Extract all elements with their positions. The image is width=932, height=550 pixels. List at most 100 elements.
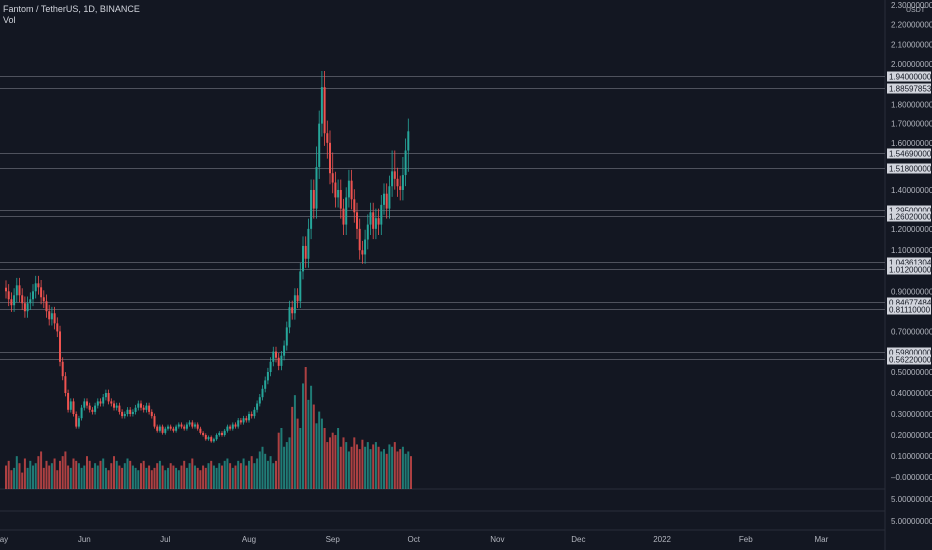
volume-bar <box>285 442 288 489</box>
candle-body <box>331 173 334 183</box>
candle-body <box>212 439 215 442</box>
volume-bar <box>94 463 97 489</box>
volume-bar <box>26 467 29 489</box>
price-tick-label: 1.70000000 <box>891 120 932 129</box>
candle-body <box>366 224 369 240</box>
candle-body <box>293 295 296 314</box>
level-badge-label: 1.51800000 <box>889 165 932 174</box>
volume-bar <box>61 456 64 489</box>
level-badge-label: 0.56220000 <box>889 356 932 365</box>
candle-body <box>7 291 10 300</box>
candle-body <box>296 295 299 302</box>
candle-body <box>385 193 388 209</box>
volume-bar <box>242 458 245 489</box>
volume-bar <box>272 463 275 489</box>
candle-body <box>318 123 321 167</box>
volume-bar <box>185 467 188 489</box>
candle-body <box>226 426 229 431</box>
time-axis-label: Feb <box>739 535 753 544</box>
volume-bar <box>399 449 402 489</box>
volume-bar <box>288 437 291 489</box>
candle-body <box>272 351 275 362</box>
volume-bar <box>150 470 153 489</box>
candle-body <box>369 212 372 225</box>
price-tick-label: 1.20000000 <box>891 225 932 234</box>
candle-body <box>161 426 164 433</box>
volume-bar <box>226 458 229 489</box>
price-tick-label: 0.10000000 <box>891 452 932 461</box>
candle-body <box>237 420 240 427</box>
volume-bar <box>194 465 196 489</box>
volume-bar <box>237 460 240 489</box>
volume-tick-label: 5.00000000 <box>891 495 932 504</box>
candle-body <box>194 424 196 427</box>
candle-body <box>53 313 56 324</box>
volume-bar <box>391 446 394 489</box>
candle-body <box>304 245 307 259</box>
level-badge <box>887 304 931 315</box>
candle-body <box>48 311 51 320</box>
volume-bar <box>250 456 253 489</box>
volume-bar <box>102 458 105 489</box>
candle-body <box>56 323 59 332</box>
candle-body <box>183 426 186 429</box>
volume-bar <box>5 465 7 489</box>
candle-body <box>40 287 43 298</box>
volume-bar <box>75 460 78 489</box>
candle-body <box>323 87 326 134</box>
level-badge <box>887 347 931 358</box>
volume-bar <box>64 451 67 489</box>
volume-bar <box>307 399 310 489</box>
candle-body <box>345 197 348 225</box>
volume-bar <box>96 465 99 489</box>
volume-bar <box>86 456 88 489</box>
candle-body <box>10 299 13 306</box>
candle-body <box>288 307 291 328</box>
time-axis-label: 2022 <box>653 535 671 544</box>
candle-body <box>83 401 86 408</box>
candle-body <box>221 432 223 435</box>
candle-body <box>245 418 248 421</box>
volume-bar <box>169 463 172 489</box>
candle-body <box>61 361 64 377</box>
volume-bar <box>10 470 13 489</box>
volume-bar <box>167 467 169 489</box>
candle-body <box>347 180 350 198</box>
candle-body <box>153 416 156 427</box>
volume-bar <box>50 463 53 489</box>
volume-bar <box>269 456 272 489</box>
price-tick-label: –0.00000000 <box>891 473 932 482</box>
level-badge <box>887 83 931 94</box>
candle-body <box>29 299 32 304</box>
volume-bar <box>18 463 21 489</box>
volume-bar <box>29 460 32 489</box>
candle-body <box>69 401 72 410</box>
candle-body <box>372 212 375 229</box>
candle-body <box>207 437 210 440</box>
level-badge <box>887 257 931 268</box>
candle-body <box>59 331 61 362</box>
price-tick-label: 0.40000000 <box>891 389 932 398</box>
candle-body <box>26 303 29 312</box>
candle-body <box>307 228 310 259</box>
candle-body <box>204 435 207 440</box>
volume-bar <box>175 467 178 489</box>
volume-bar <box>231 467 234 489</box>
level-badge <box>887 71 931 82</box>
volume-bar <box>91 467 94 489</box>
candle-body <box>180 424 183 427</box>
volume-bar <box>140 463 142 489</box>
volume-bar <box>339 446 342 489</box>
volume-bar <box>393 442 396 489</box>
candle-body <box>399 186 402 190</box>
level-badge-label: 1.26020000 <box>889 213 932 222</box>
candle-body <box>72 401 75 414</box>
volume-bar <box>266 460 269 489</box>
candle-body <box>383 193 385 205</box>
volume-bar <box>180 465 183 489</box>
level-badge <box>887 205 931 216</box>
candle-body <box>377 218 380 225</box>
volume-bar <box>320 418 323 489</box>
candle-body <box>199 428 202 433</box>
